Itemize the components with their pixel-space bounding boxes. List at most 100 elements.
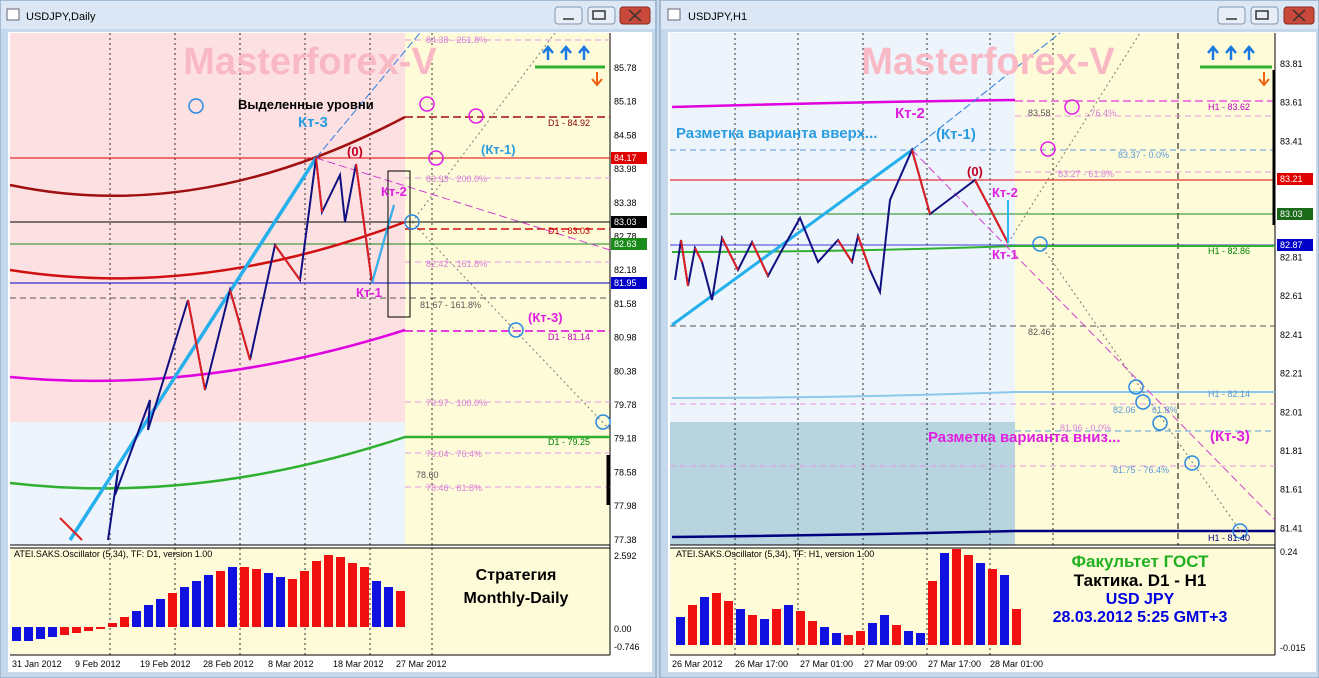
price-label: 85.78 (614, 63, 637, 73)
price-highlight (1277, 239, 1313, 251)
price-label: 82.01 (1280, 407, 1303, 417)
note: Monthly-Daily (464, 590, 569, 607)
level-label: 78.46 - 61.8% (426, 483, 482, 493)
price-label: 81.81 (1280, 446, 1303, 456)
level-label: D1 - 83.03 (548, 226, 590, 236)
maximize-button[interactable] (587, 6, 616, 25)
price-highlight-label: 83.21 (1280, 174, 1303, 184)
window-daily (0, 0, 657, 678)
price-label: 80.98 (614, 333, 637, 343)
watermark: Masterforex-V (183, 41, 437, 83)
price-label: 84.58 (614, 130, 637, 140)
time-label: 9 Feb 2012 (75, 659, 121, 669)
oscillator-name: ATEI.SAKS.Oscillator (5,34), TF: H1, ver… (676, 549, 874, 559)
price-label: 77.38 (614, 535, 637, 545)
time-label: 26 Mar 17:00 (735, 659, 788, 669)
level-label: 82.46 (1028, 327, 1051, 337)
level-label: 83.93 - 200.0% (426, 174, 487, 184)
fibo-levels (405, 39, 610, 488)
window-icon (667, 8, 681, 21)
panel-borders (670, 33, 1276, 656)
level-label: 79.04 - 76.4% (426, 449, 482, 459)
price-zigzag-down (59, 157, 373, 541)
minimize-button[interactable] (554, 6, 583, 25)
oscillator-label: 2.592 (614, 551, 637, 561)
price-label: 79.18 (614, 434, 637, 444)
price-label: 77.98 (614, 501, 637, 511)
title-bar (1, 1, 655, 29)
annotation: Кт-3 (298, 114, 328, 131)
zone-yellow (405, 33, 610, 545)
level-label: 82.06 (1113, 405, 1136, 415)
oscillator-label: 0.24 (1280, 547, 1298, 557)
d1-band-low (9, 328, 406, 383)
note: 28.03.2012 5:25 GMT+3 (1053, 609, 1228, 626)
h1-band-light (671, 391, 1275, 399)
level-label: 79.97 - 100.0% (426, 398, 487, 408)
time-label: 28 Feb 2012 (203, 659, 254, 669)
price-label: 82.81 (1280, 253, 1303, 263)
level-label: H1 - 82.86 (1208, 246, 1250, 256)
time-grid (734, 33, 1054, 655)
time-label: 18 Mar 2012 (333, 659, 384, 669)
price-label: 83.81 (1280, 59, 1303, 69)
price-highlight (611, 216, 647, 228)
osc-bars-blue (12, 567, 393, 641)
price-label: 82.18 (614, 265, 637, 275)
note: Стратегия (476, 567, 557, 584)
time-label: 27 Mar 09:00 (864, 659, 917, 669)
annotation: (0) (347, 144, 363, 159)
h1-band-top (671, 98, 1016, 109)
down-arrow (1258, 72, 1270, 87)
price-highlight-label: 82.87 (1280, 240, 1303, 250)
annotation: Выделенные уровни (238, 97, 374, 112)
price-label: 81.61 (1280, 485, 1303, 495)
price-label: 82.78 (614, 232, 637, 242)
price-highlight-label: 84.17 (614, 153, 637, 163)
price-highlight-label: 82.63 (614, 239, 637, 249)
price-label: 78.58 (614, 467, 637, 477)
down-arrow (591, 72, 603, 87)
selection-box (387, 170, 411, 318)
level-label: D1 - 81.14 (548, 332, 590, 342)
oscillator-panel (10, 548, 610, 655)
price-label: 85.18 (614, 97, 637, 107)
price-zigzag-down (680, 149, 1009, 287)
trend-extension (315, 32, 421, 159)
price-label: 83.98 (614, 164, 637, 174)
price-highlight-label: 83.03 (614, 217, 637, 227)
zone-pink (10, 33, 405, 422)
panel-borders (10, 33, 611, 656)
time-label: 27 Mar 01:00 (800, 659, 853, 669)
fibo-levels-blue (670, 149, 1275, 432)
d1-band-mid (9, 220, 406, 280)
maximize-button[interactable] (1250, 6, 1279, 25)
level-label: 83.27 - 61.8% (1058, 169, 1114, 179)
annotation: (Кт-3) (1210, 428, 1250, 445)
annotation: (Кт-1) (481, 142, 516, 157)
level-label: 61.8% (1152, 405, 1178, 415)
level-label: 83.37 - 0.0% (1118, 150, 1169, 160)
oscillator-name: ATEI.SAKS.Oscillator (5,34), TF: D1, ver… (14, 549, 212, 559)
annotation: Кт-2 (895, 105, 925, 122)
price-highlight (611, 152, 647, 164)
up-arrows (1207, 45, 1255, 60)
minimize-button[interactable] (1217, 6, 1246, 25)
annotation: Разметка варианта вверх... (676, 125, 877, 142)
markers (1032, 99, 1248, 539)
annotation: Кт-1 (992, 247, 1018, 262)
h1-band-navy (671, 529, 1275, 539)
level-label: H1 - 81.40 (1208, 533, 1250, 543)
watermark: Masterforex-V (861, 41, 1115, 83)
level-label: 78.60 (416, 470, 439, 480)
annotation: (Кт-3) (528, 310, 563, 325)
window-icon (6, 8, 20, 21)
price-label: 83.41 (1280, 136, 1303, 146)
price-highlight (1277, 208, 1313, 220)
price-label: 81.41 (1280, 523, 1303, 533)
price-highlight-label: 81.95 (614, 278, 637, 288)
level-label: 81.75 - 76.4% (1113, 465, 1169, 475)
price-highlight (611, 238, 647, 250)
up-arrows (542, 45, 590, 60)
